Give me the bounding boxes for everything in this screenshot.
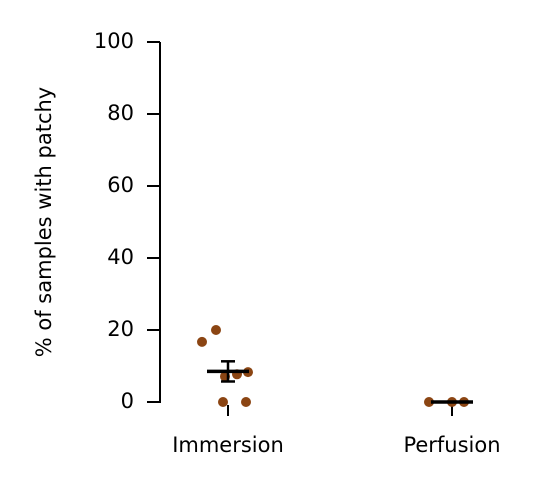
y-tick-label: 20 <box>107 317 134 341</box>
x-tick-label: Immersion <box>172 433 284 457</box>
y-tick-label: 60 <box>107 173 134 197</box>
data-point <box>241 397 251 407</box>
data-point <box>218 397 228 407</box>
x-tick-label: Perfusion <box>403 433 500 457</box>
data-point <box>211 325 221 335</box>
data-point <box>197 336 207 347</box>
data-point <box>424 397 434 407</box>
y-tick-label: 40 <box>107 245 134 269</box>
y-tick-label: 0 <box>121 389 134 413</box>
y-tick-label: 100 <box>94 29 134 53</box>
y-tick-label: 80 <box>107 101 134 125</box>
y-axis-label: % of samples with patchy <box>32 87 56 357</box>
